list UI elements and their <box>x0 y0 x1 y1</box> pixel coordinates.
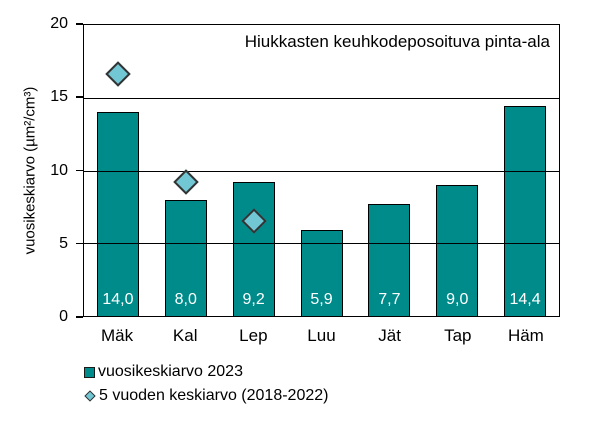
bar-Jät: 7,7 <box>368 203 411 316</box>
bar-slot-Lep: 9,2 <box>220 25 288 316</box>
gridline-y15 <box>84 97 559 99</box>
y-axis-tick-labels: 0 5 10 15 20 <box>40 15 74 325</box>
x-tick-label-Kal: Kal <box>172 326 198 345</box>
bar-value-label-Luu: 5,9 <box>310 291 333 308</box>
bar-slot-Mäk: 14,0 <box>84 25 152 316</box>
chart-title: Hiukkasten keuhkodeposoituva pinta-ala <box>244 32 550 51</box>
legend-label-bar-series: vuosikeskiarvo 2023 <box>98 363 243 380</box>
x-tick-label-Tap: Tap <box>444 326 472 345</box>
bar-Lep: 9,2 <box>232 182 275 316</box>
y-tick-label-15: 15 <box>50 88 68 106</box>
y-tick-label-0: 0 <box>59 308 68 325</box>
y-tick-label-10: 10 <box>50 161 68 179</box>
bar-slot-Kal: 8,0 <box>152 25 220 316</box>
legend-item-bar-series: vuosikeskiarvo 2023 <box>84 360 328 384</box>
y-tick-mark-5 <box>76 242 83 245</box>
legend: vuosikeskiarvo 2023 5 vuoden keskiarvo (… <box>84 360 328 408</box>
bar-value-label-Kal: 8,0 <box>174 291 197 308</box>
bar-Häm: 14,4 <box>504 106 547 316</box>
x-tick-label-Mäk: Mäk <box>101 326 134 345</box>
x-tick-label-Lep: Lep <box>239 326 268 345</box>
x-axis-labels: Mäk Kal Lep Luu Jät Tap Häm <box>83 326 560 346</box>
legend-item-marker-series: 5 vuoden keskiarvo (2018-2022) <box>84 384 328 408</box>
bar-slot-Luu: 5,9 <box>288 25 356 316</box>
bar-series-swatch-icon <box>84 366 95 378</box>
bar-value-label-Jät: 7,7 <box>378 291 401 308</box>
y-tick-label-20: 20 <box>50 15 68 32</box>
bar-Luu: 5,9 <box>300 230 343 316</box>
bar-slot-Jät: 7,7 <box>355 25 423 316</box>
bar-value-label-Lep: 9,2 <box>242 291 265 308</box>
bar-Kal: 8,0 <box>164 199 207 316</box>
y-tick-mark-15 <box>76 96 83 98</box>
plot-area: Hiukkasten keuhkodeposoituva pinta-ala 1… <box>83 24 560 317</box>
y-tick-label-5: 5 <box>59 234 68 252</box>
legend-label-marker-series: 5 vuoden keskiarvo (2018-2022) <box>99 387 329 404</box>
gridline-y5 <box>84 243 559 245</box>
x-tick-label-Häm: Häm <box>507 326 544 345</box>
x-tick-label-Jät: Jät <box>378 326 401 345</box>
bars-container: 14,0 8,0 9,2 5,9 7,7 9,0 14,4 <box>84 25 559 316</box>
y-tick-mark-0 <box>76 316 83 318</box>
y-tick-mark-10 <box>76 169 83 171</box>
bar-value-label-Tap: 9,0 <box>446 291 469 308</box>
gridline-y10 <box>84 170 559 172</box>
bar-Mäk: 14,0 <box>96 112 139 316</box>
bar-slot-Häm: 14,4 <box>491 25 559 316</box>
bar-Tap: 9,0 <box>436 185 479 316</box>
bar-value-label-Mäk: 14,0 <box>102 291 134 308</box>
y-tick-mark-20 <box>76 23 83 25</box>
bar-slot-Tap: 9,0 <box>423 25 491 316</box>
marker-series-diamond-icon <box>84 390 96 402</box>
x-tick-label-Luu: Luu <box>307 326 336 345</box>
bar-value-label-Häm: 14,4 <box>509 291 541 308</box>
